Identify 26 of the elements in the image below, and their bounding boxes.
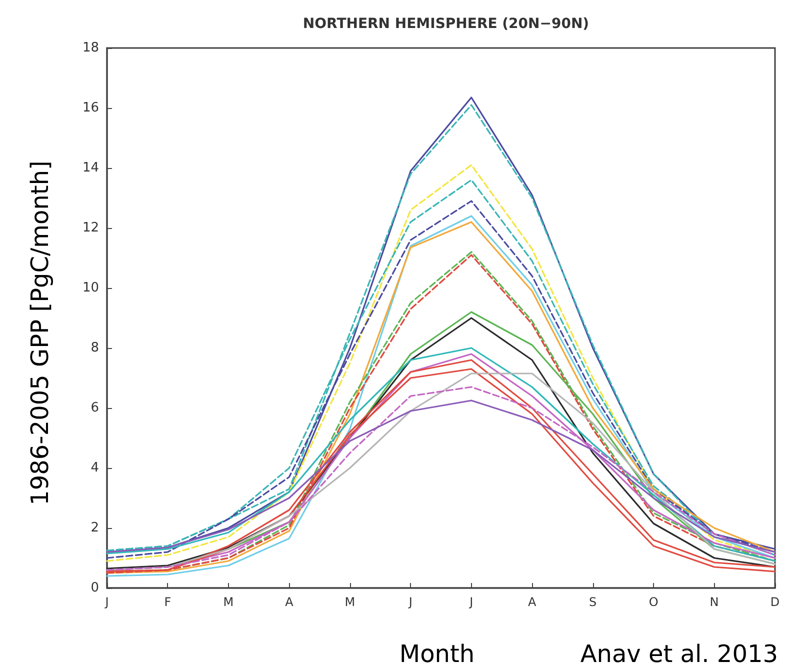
y-tick-label: 4 <box>90 460 99 476</box>
x-tick-label: O <box>648 595 658 609</box>
x-tick-label: F <box>164 595 172 609</box>
x-tick-label: D <box>770 595 780 609</box>
y-tick-label: 16 <box>82 100 99 116</box>
text: Anav et al. 2013 <box>580 640 778 667</box>
chart-title: NORTHERN HEMISPHERE (20N−90N) <box>302 16 590 32</box>
y-tick-label: 8 <box>90 340 99 356</box>
y-tick-label: 0 <box>90 580 99 596</box>
x-tick-label: S <box>589 595 597 609</box>
x-tick-label: M <box>223 595 234 609</box>
y-tick-label: 6 <box>90 400 99 416</box>
y-tick-label: 2 <box>90 520 99 536</box>
x-tick-label: J <box>468 595 474 609</box>
x-tick-label: A <box>528 595 537 609</box>
y-axis-title: 1986-2005 GPP [PgC/month] <box>26 160 54 506</box>
x-axis-title: Month <box>399 640 475 667</box>
x-tick-label: M <box>344 595 356 609</box>
y-tick-label: 12 <box>82 220 99 236</box>
x-tick-label: J <box>104 595 109 609</box>
y-tick-label: 14 <box>82 160 99 176</box>
x-tick-label: N <box>710 595 719 609</box>
y-tick-label: 18 <box>82 40 99 56</box>
x-tick-label: A <box>285 595 294 609</box>
x-tick-label: J <box>408 595 412 609</box>
y-tick-label: 10 <box>82 280 99 296</box>
